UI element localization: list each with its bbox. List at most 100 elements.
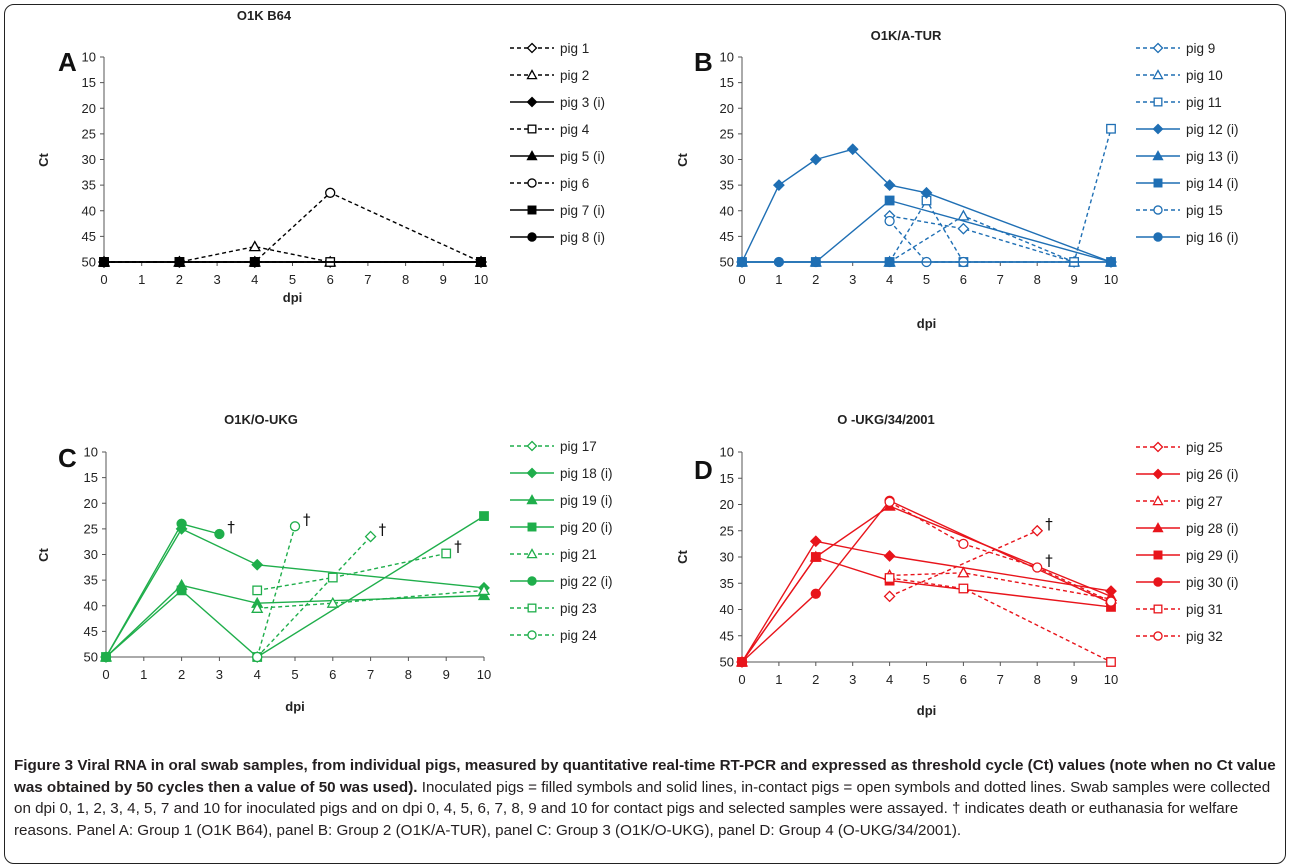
panel-a-legend-marker	[526, 96, 538, 108]
panel-a-data-point	[475, 256, 487, 268]
panel-b-data-point	[809, 153, 822, 166]
panel-c-data-point	[252, 651, 263, 663]
panel-d-x-axis-label: dpi	[917, 703, 937, 718]
panel-b-legend-label: pig 16 (i)	[1186, 230, 1239, 245]
panel-c-series-3	[99, 578, 491, 662]
panel-d-series-8	[884, 496, 1117, 607]
panel-a-x-tick-label: 10	[474, 272, 488, 287]
panel-c-data-point	[251, 558, 264, 571]
panel-d-x-tick-label: 3	[849, 672, 856, 687]
panel-c-data-point	[176, 518, 187, 529]
panel-b-series-3	[884, 123, 1116, 267]
panel-d-y-axis-label: Ct	[675, 549, 690, 563]
panel-d-legend-entry: pig 28 (i)	[1136, 521, 1239, 536]
figure-caption: Figure 3 Viral RNA in oral swab samples,…	[14, 755, 1276, 841]
panel-d-data-point	[958, 583, 969, 594]
panel-a-y-tick-label: 15	[82, 75, 96, 90]
panel-d-series-line	[889, 577, 1112, 663]
panel-d-legend-marker	[1152, 468, 1164, 480]
panel-b-y-tick-label: 15	[720, 75, 734, 90]
panel-b-letter: B	[694, 47, 713, 77]
panel-c-series-4	[101, 511, 489, 662]
panel-a-legend-marker	[526, 69, 538, 80]
panel-d-y-tick-label: 25	[720, 523, 734, 538]
panel-a-x-axis-label: dpi	[283, 290, 303, 305]
panel-d-x-tick-label: 2	[812, 672, 819, 687]
panel-a-y-tick-label: 50	[82, 255, 96, 270]
panel-b-series-line	[741, 148, 1112, 263]
panel-c-death-marker: †	[454, 537, 462, 555]
panel-c-legend-label: pig 18 (i)	[560, 466, 613, 481]
panel-b-series-7	[884, 215, 969, 268]
panel-d-data-point	[1032, 562, 1043, 573]
panel-b-x-tick-label: 5	[923, 272, 930, 287]
panel-b-y-tick-label: 40	[720, 203, 734, 218]
panel-a-x-tick-label: 1	[138, 272, 145, 287]
caption-label: Figure 3	[14, 757, 74, 774]
panel-d-legend-entry: pig 30 (i)	[1136, 575, 1239, 590]
panel-c-legend-marker	[527, 522, 537, 532]
panel-b-legend-label: pig 11	[1186, 95, 1222, 110]
panel-d-series-1	[883, 524, 1044, 603]
panel-a-y-tick-label: 20	[82, 101, 96, 116]
panel-d-series-line	[889, 530, 1038, 598]
panel-d-legend-label: pig 30 (i)	[1186, 575, 1239, 590]
panel-d-series-line	[889, 501, 1112, 603]
panel-a-x-tick-label: 0	[100, 272, 107, 287]
panel-c-legend-marker	[527, 576, 537, 586]
panel-d-series-7	[884, 573, 1116, 667]
panel-c-legend-entry: pig 18 (i)	[510, 466, 613, 481]
panel-b-legend-entry: pig 16 (i)	[1136, 230, 1239, 245]
panel-c-y-tick-label: 10	[84, 445, 98, 460]
panel-b-legend-marker	[1153, 232, 1163, 242]
panel-b-legend-entry: pig 12 (i)	[1136, 122, 1239, 137]
panel-c-series-2	[100, 522, 490, 663]
panel-c-y-tick-label: 15	[84, 470, 98, 485]
panel-d-series-line	[741, 540, 1112, 663]
panel-d-legend-entry: pig 31	[1136, 602, 1223, 617]
panel-c-data-point	[477, 584, 491, 596]
panel-a-legend-marker	[526, 42, 538, 54]
panel-c-series-8	[252, 521, 301, 663]
panel-b-legend-marker	[1152, 123, 1164, 135]
panel-d-legend-marker	[1153, 631, 1163, 641]
panel-b-legend-label: pig 14 (i)	[1186, 176, 1239, 191]
panel-a-legend-entry: pig 8 (i)	[510, 230, 605, 245]
panel-c-data-point	[327, 572, 338, 583]
panel-c-data-point	[252, 585, 263, 596]
panel-a-y-axis-label: Ct	[36, 152, 51, 166]
panel-a-legend-entry: pig 6	[510, 176, 589, 191]
panel-d-x-tick-label: 1	[775, 672, 782, 687]
panel-a-legend-entry: pig 2	[510, 68, 589, 83]
panel-a-legend-label: pig 8 (i)	[560, 230, 605, 245]
panel-d-x-tick-label: 7	[997, 672, 1004, 687]
panel-d-legend-label: pig 26 (i)	[1186, 467, 1239, 482]
panel-b-x-tick-label: 8	[1034, 272, 1041, 287]
panel-b-legend-entry: pig 14 (i)	[1136, 176, 1239, 191]
panel-b-y-tick-label: 35	[720, 178, 734, 193]
panel-c-data-point	[326, 596, 339, 608]
panel-c-death-marker: †	[379, 521, 387, 539]
panel-a-legend-label: pig 1	[560, 41, 589, 56]
panel-d-title: O -UKG/34/2001	[837, 412, 935, 427]
panel-b-data-point	[957, 209, 970, 221]
panel-c-series-line	[105, 584, 485, 658]
panel-d-data-point	[1106, 657, 1116, 667]
caption-body: Inoculated pigs = filled symbols and sol…	[14, 778, 1271, 839]
panel-d-legend-marker	[1153, 604, 1163, 614]
panel-a-legend-marker	[527, 124, 537, 134]
panel-c-series-1	[251, 530, 377, 663]
panel-c-series-line	[105, 528, 485, 658]
panel-a-legend-entry: pig 1	[510, 41, 589, 56]
panel-a-x-tick-label: 9	[440, 272, 447, 287]
panel-d-y-tick-label: 30	[720, 550, 734, 565]
panel-d-data-point	[1031, 524, 1044, 537]
panel-a-y-tick-label: 25	[82, 126, 96, 141]
panel-c-x-tick-label: 4	[254, 667, 261, 682]
panel-b-legend-marker	[1153, 178, 1163, 188]
panel-b-x-tick-label: 9	[1070, 272, 1077, 287]
panel-a-x-tick-label: 6	[327, 272, 334, 287]
panel-d-x-tick-label: 9	[1070, 672, 1077, 687]
panel-d-y-tick-label: 45	[720, 628, 734, 643]
